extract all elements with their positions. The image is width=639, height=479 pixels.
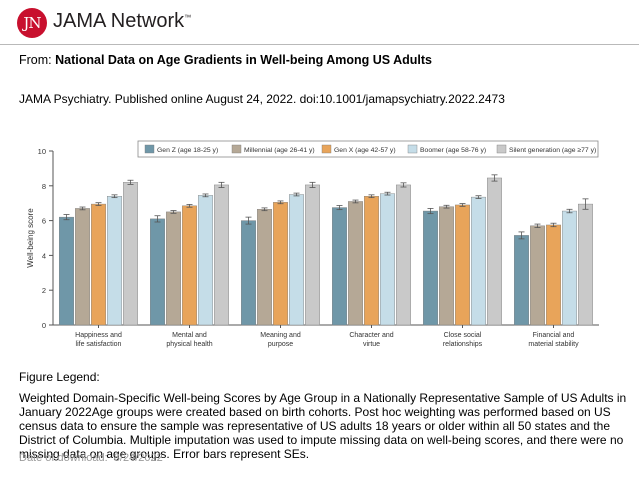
jama-network-logo-text[interactable]: JAMA Network™ (53, 10, 191, 33)
y-tick-label: 10 (38, 147, 46, 156)
bar (348, 201, 363, 326)
bar (257, 209, 272, 326)
legend-swatch (144, 144, 155, 154)
bar (364, 196, 379, 326)
x-tick-label: physical health (166, 341, 212, 348)
bar (455, 204, 470, 326)
download-label: Date of download: (19, 452, 108, 464)
bar (91, 203, 106, 326)
x-tick-label: virtue (363, 341, 380, 348)
legend-swatch (231, 144, 242, 154)
bar (198, 195, 213, 326)
from-prefix: From: (19, 53, 52, 67)
bar (396, 184, 411, 326)
logo-name: JAMA Network (53, 10, 185, 32)
download-date-value: 8/24/2022 (113, 452, 163, 464)
bar (487, 177, 502, 326)
y-tick-label: 8 (42, 182, 46, 191)
legend-entry: Boomer (age 58-76 y) (420, 147, 486, 154)
logo-trademark: ™ (184, 14, 192, 22)
bar (59, 216, 74, 326)
legend-entry: Silent generation (age ≥77 y) (509, 147, 596, 154)
y-axis-label: Well-being score (26, 208, 35, 268)
bar (289, 194, 304, 326)
y-tick-label: 6 (42, 217, 46, 226)
bar (273, 202, 288, 326)
x-tick-label: life satisfaction (76, 341, 122, 348)
bar (305, 184, 320, 326)
bar (332, 207, 347, 326)
x-tick-label: Mental and (172, 332, 207, 339)
bar (578, 203, 593, 326)
y-tick-label: 4 (42, 251, 46, 260)
download-date: Date of download: 8/24/2022 (19, 452, 163, 464)
bar (182, 205, 197, 326)
site-header: JN JAMA Network™ (0, 0, 639, 44)
x-tick-label: Meaning and (260, 332, 301, 339)
bar (514, 235, 529, 326)
x-tick-label: Happiness and (75, 332, 122, 339)
bar (75, 208, 90, 326)
bar (166, 211, 181, 326)
header-divider (0, 44, 639, 45)
legend-entry: Gen X (age 42-57 y) (334, 147, 396, 154)
article-title[interactable]: National Data on Age Gradients in Well-b… (55, 53, 432, 67)
bar (423, 210, 438, 326)
y-tick-label: 2 (42, 286, 46, 295)
well-being-bar-chart: Well-being score 0 2 4 6 8 10 Happiness and life… (26, 140, 599, 348)
x-tick-label: purpose (268, 341, 293, 348)
jama-network-logo-icon[interactable]: JN (17, 8, 47, 38)
bar (546, 224, 561, 326)
bar (380, 193, 395, 326)
legend-box (137, 140, 599, 158)
figure-legend-title: Figure Legend: (19, 370, 100, 384)
bar (471, 196, 486, 326)
x-tick-label: relationships (443, 341, 483, 348)
bar (150, 218, 165, 326)
bar (439, 206, 454, 326)
x-tick-label: Financial and (533, 332, 575, 339)
legend-swatch (407, 144, 418, 154)
x-tick-label: Close social (444, 332, 482, 339)
legend-entry: Gen Z (age 18-25 y) (157, 147, 218, 154)
legend-swatch (496, 144, 507, 154)
bar (107, 196, 122, 326)
bar (530, 225, 545, 326)
legend-swatch (321, 144, 332, 154)
bar (562, 210, 577, 326)
bar (123, 182, 138, 326)
legend-entry: Millennial (age 26-41 y) (244, 147, 315, 154)
x-tick-label: Character and (349, 332, 393, 339)
citation: JAMA Psychiatry. Published online August… (19, 92, 505, 106)
y-tick-label: 0 (42, 321, 46, 330)
bar (241, 220, 256, 326)
x-tick-label: material stability (528, 341, 579, 348)
from-line: From: National Data on Age Gradients in … (19, 53, 432, 67)
figure-legend-text: Weighted Domain-Specific Well-being Scor… (19, 391, 627, 461)
bar (214, 184, 229, 326)
